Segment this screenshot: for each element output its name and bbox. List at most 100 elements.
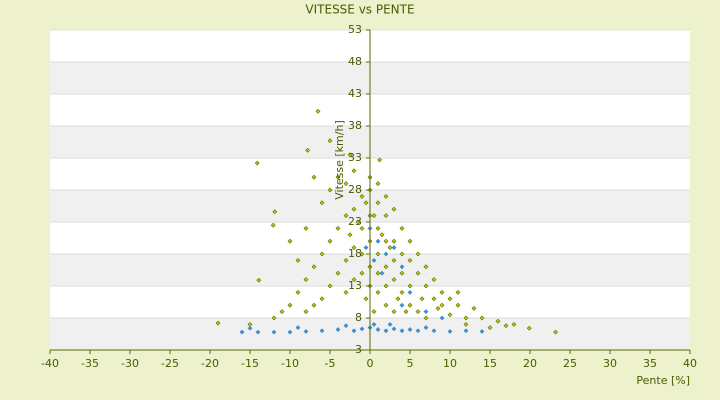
x-tick-label: -35 [81,357,99,370]
y-tick-label: 33 [348,151,362,164]
y-axis-label: Vitesse [km/h] [333,120,346,200]
data-point [463,315,469,321]
data-point [335,174,341,180]
data-point [455,302,461,308]
data-point [487,325,493,331]
x-tick-label: 35 [643,357,657,370]
data-point [351,277,357,283]
data-point [391,326,397,332]
data-point [303,225,309,231]
data-point [375,238,381,244]
data-point [351,206,357,212]
y-tick-label: 3 [355,343,362,356]
data-point [327,238,333,244]
data-point [399,264,405,270]
data-point [311,302,317,308]
data-point [371,309,377,315]
data-point [335,270,341,276]
x-tick-label: -20 [201,357,219,370]
x-tick-label: 10 [443,357,457,370]
data-point [254,160,260,166]
data-point [319,251,325,257]
data-point [343,257,349,263]
x-tick-label: -25 [161,357,179,370]
data-point [511,321,517,327]
data-point [383,302,389,308]
data-point [387,321,393,327]
data-point [447,296,453,302]
data-point [295,289,301,295]
data-point [359,270,365,276]
data-point [423,309,429,315]
data-point [347,152,353,158]
data-point [287,238,293,244]
x-tick-label: -5 [325,357,336,370]
x-axis-label: Pente [%] [636,374,690,387]
data-point [347,232,353,238]
y-tick-label: 13 [348,279,362,292]
data-point [335,225,341,231]
data-point [415,309,421,315]
data-point [256,277,262,283]
x-tick-label: -30 [121,357,139,370]
data-point [407,327,413,332]
x-tick-label: -40 [41,357,59,370]
data-point [377,157,383,163]
data-point [435,305,441,311]
data-point [383,264,389,270]
data-point [391,238,397,244]
data-point [351,168,357,174]
data-point [363,296,369,302]
data-point [407,257,413,263]
data-point [391,309,397,315]
data-point [371,213,377,219]
x-tick-label: 15 [483,357,497,370]
data-point [383,328,389,334]
data-point [503,323,509,329]
x-tick-label: -10 [281,357,299,370]
y-tick-label: 18 [348,247,362,260]
data-point [371,321,377,327]
data-point [415,270,421,276]
data-point [303,277,309,283]
data-point [391,206,397,212]
data-point [375,251,381,257]
data-point [363,245,369,251]
data-point [439,315,445,321]
data-point [391,277,397,283]
data-point [387,245,393,251]
data-point [295,325,301,331]
x-tick-label: 0 [367,357,374,370]
data-point [379,270,385,276]
data-point [431,328,437,334]
data-point [303,309,309,315]
data-point [423,315,429,321]
data-point [303,329,309,334]
data-point [359,251,365,257]
data-point [343,323,349,329]
data-point [383,238,389,244]
data-point [335,327,341,332]
data-point [403,309,409,315]
y-tick-label: 23 [348,215,362,228]
data-point [415,328,421,334]
data-point [279,309,285,315]
data-point [479,329,485,334]
data-point [407,302,413,308]
data-point [343,181,349,187]
data-point [375,270,381,276]
data-point [359,225,365,231]
data-point [415,251,421,257]
data-point [375,181,381,187]
data-point [327,283,333,289]
y-tick-label: 8 [355,311,362,324]
data-point [423,264,429,270]
data-point [553,329,559,335]
data-point [343,289,349,295]
data-point [383,283,389,289]
x-tick-label: 20 [523,357,537,370]
x-tick-label: 5 [407,357,414,370]
y-tick-label: 28 [348,183,362,196]
data-point [351,328,357,334]
